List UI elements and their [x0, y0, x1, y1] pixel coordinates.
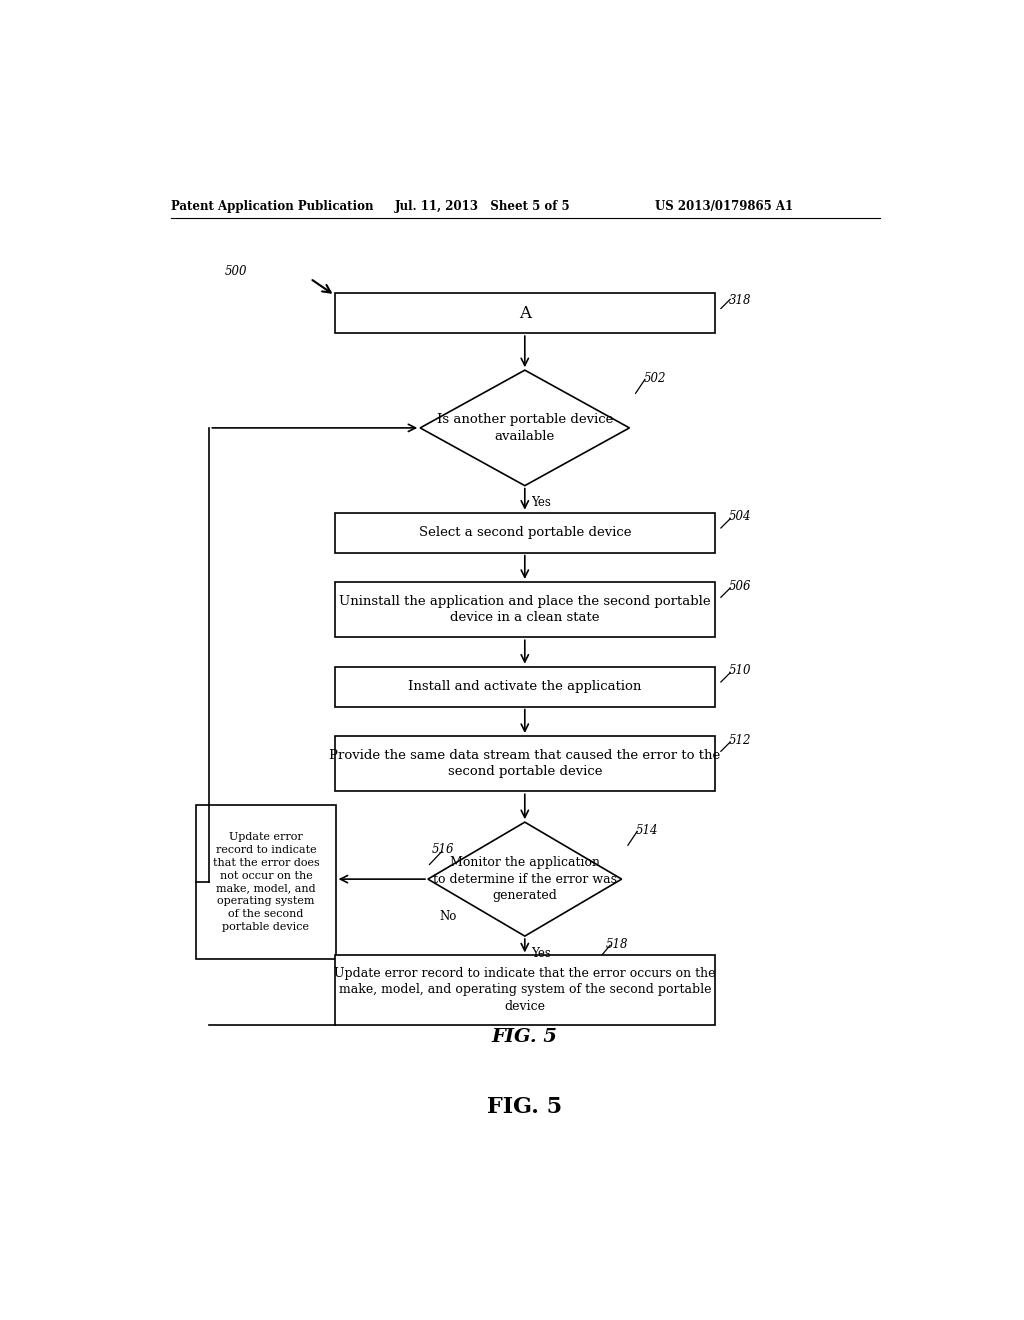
Text: Uninstall the application and place the second portable
device in a clean state: Uninstall the application and place the … [339, 595, 711, 624]
Text: FIG. 5: FIG. 5 [492, 1028, 558, 1047]
Text: Install and activate the application: Install and activate the application [409, 680, 641, 693]
FancyBboxPatch shape [335, 293, 715, 333]
Text: Select a second portable device: Select a second portable device [419, 527, 631, 539]
Text: Provide the same data stream that caused the error to the
second portable device: Provide the same data stream that caused… [329, 748, 721, 779]
FancyBboxPatch shape [335, 582, 715, 638]
Text: 516: 516 [432, 843, 455, 855]
FancyBboxPatch shape [335, 667, 715, 706]
Text: 504: 504 [729, 511, 752, 523]
Text: Yes: Yes [531, 496, 551, 510]
FancyBboxPatch shape [335, 737, 715, 792]
Text: Is another portable device
available: Is another portable device available [436, 413, 613, 442]
Text: No: No [439, 911, 457, 924]
Text: 512: 512 [729, 734, 752, 747]
FancyBboxPatch shape [197, 805, 336, 960]
Text: Jul. 11, 2013   Sheet 5 of 5: Jul. 11, 2013 Sheet 5 of 5 [395, 199, 571, 213]
Polygon shape [428, 822, 622, 936]
Text: 318: 318 [729, 294, 752, 308]
Text: 500: 500 [225, 265, 248, 279]
Text: Patent Application Publication: Patent Application Publication [171, 199, 373, 213]
Text: 518: 518 [606, 937, 629, 950]
Text: 506: 506 [729, 579, 752, 593]
Text: Update error record to indicate that the error occurs on the
make, model, and op: Update error record to indicate that the… [334, 968, 716, 1012]
Text: Monitor the application
to determine if the error was
generated: Monitor the application to determine if … [433, 857, 616, 902]
Text: 514: 514 [636, 824, 658, 837]
Text: Yes: Yes [531, 946, 551, 960]
Polygon shape [420, 370, 630, 486]
Text: US 2013/0179865 A1: US 2013/0179865 A1 [655, 199, 794, 213]
Text: 510: 510 [729, 664, 752, 677]
Text: A: A [519, 305, 530, 322]
Text: FIG. 5: FIG. 5 [487, 1096, 562, 1118]
Text: 502: 502 [643, 372, 666, 384]
FancyBboxPatch shape [335, 956, 715, 1024]
Text: Update error
record to indicate
that the error does
not occur on the
make, model: Update error record to indicate that the… [213, 833, 319, 932]
FancyBboxPatch shape [335, 512, 715, 553]
